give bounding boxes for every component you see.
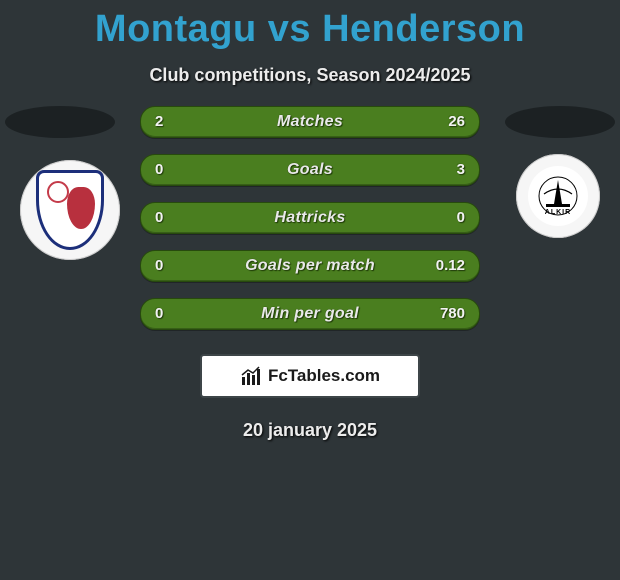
shadow-left	[5, 106, 115, 138]
page-subtitle: Club competitions, Season 2024/2025	[0, 65, 620, 86]
stat-right-value: 0	[447, 203, 475, 233]
stat-rows: 2Matches260Goals30Hattricks00Goals per m…	[140, 106, 480, 346]
stat-label: Goals	[141, 155, 479, 185]
shadow-right	[505, 106, 615, 138]
brand-box: FcTables.com	[200, 354, 420, 398]
stat-right-value: 780	[430, 299, 475, 329]
stat-row: 0Hattricks0	[140, 202, 480, 234]
snapshot-date: 20 january 2025	[0, 420, 620, 441]
stat-row: 0Goals per match0.12	[140, 250, 480, 282]
stat-row: 0Min per goal780	[140, 298, 480, 330]
brand-chart-icon	[240, 365, 264, 387]
stat-right-value: 26	[438, 107, 475, 137]
stat-right-value: 3	[447, 155, 475, 185]
stat-row: 2Matches26	[140, 106, 480, 138]
comparison-arena: ALKIR 2Matches260Goals30Hattricks00Goals…	[0, 106, 620, 336]
left-club-crest	[20, 160, 120, 260]
stat-label: Min per goal	[141, 299, 479, 329]
right-club-crest: ALKIR	[516, 154, 600, 238]
page-title: Montagu vs Henderson	[0, 0, 620, 51]
right-club-band-text: ALKIR	[545, 209, 571, 216]
brand-text: FcTables.com	[268, 366, 380, 386]
stat-right-value: 0.12	[426, 251, 475, 281]
stat-row: 0Goals3	[140, 154, 480, 186]
stat-label: Matches	[141, 107, 479, 137]
left-club-shield-icon	[36, 170, 104, 250]
stat-label: Hattricks	[141, 203, 479, 233]
right-club-obelisk-icon: ALKIR	[528, 166, 588, 226]
